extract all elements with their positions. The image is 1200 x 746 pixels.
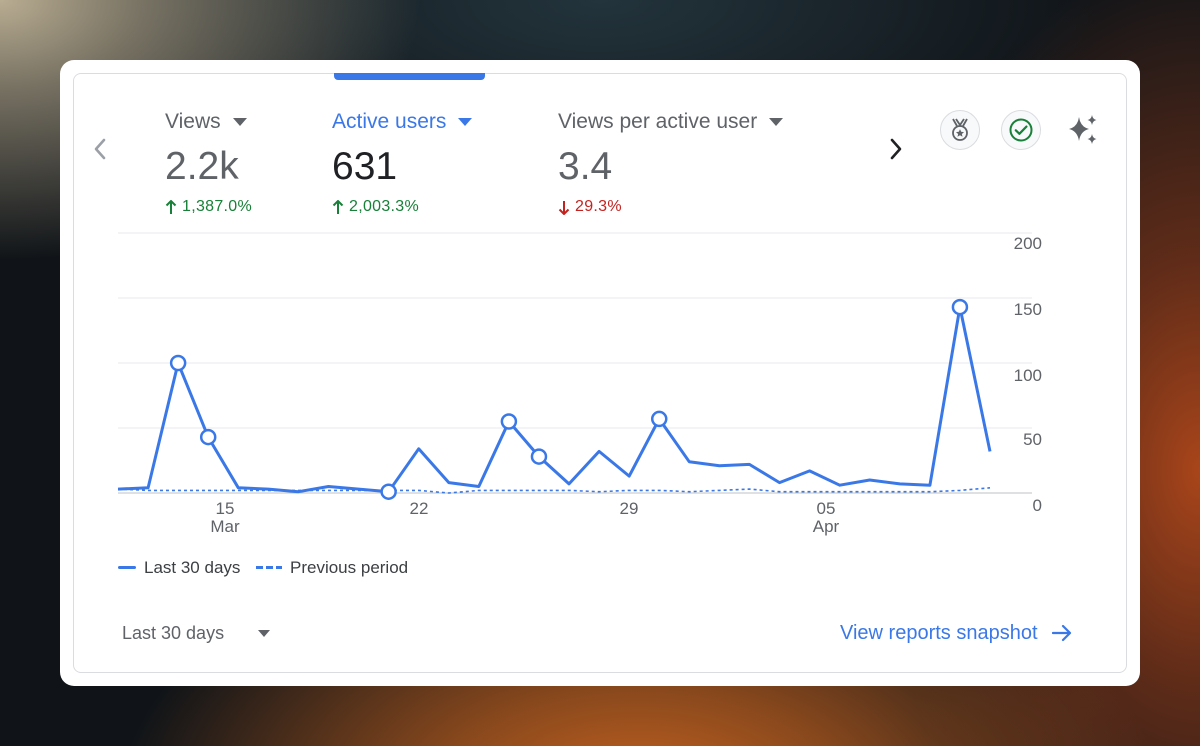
legend-label: Last 30 days — [144, 558, 241, 577]
metric-label: Active users — [332, 110, 447, 133]
legend-item-current: Last 30 days — [118, 558, 240, 578]
metric-value: 2.2k — [165, 145, 239, 188]
y-tick-label: 150 — [1013, 300, 1042, 319]
caret-down-icon — [258, 629, 271, 637]
y-tick-label: 200 — [1013, 234, 1042, 253]
metric-value: 3.4 — [558, 145, 613, 188]
metric-value: 631 — [332, 145, 398, 188]
arrow-right-icon — [1051, 624, 1071, 642]
date-range-label: Last 30 days — [122, 622, 225, 643]
metric-change: 2,003.3% — [349, 198, 420, 215]
selected-tab-indicator — [334, 73, 485, 80]
metric-change: 29.3% — [575, 198, 622, 215]
caret-down-icon — [232, 118, 247, 126]
legend-label: Previous period — [290, 558, 409, 577]
metric-label: Views — [165, 110, 221, 133]
metric-tab-active-users[interactable]: Active users 631 2,003.3% — [332, 108, 473, 218]
insights-medal-button[interactable] — [940, 110, 980, 150]
metric-label: Views per active user — [558, 110, 758, 133]
caret-down-icon — [769, 118, 784, 126]
x-tick-label: 15 Mar — [210, 499, 240, 536]
x-tick-label: 05 Apr — [812, 499, 840, 536]
data-quality-check-button[interactable] — [1001, 110, 1041, 150]
solid-line-swatch — [118, 566, 136, 569]
dashed-line-swatch — [256, 566, 282, 569]
link-label: View reports snapshot — [840, 621, 1038, 644]
arrow-down-icon — [558, 200, 570, 215]
arrow-up-icon — [332, 199, 344, 214]
y-tick-label: 100 — [1013, 366, 1042, 385]
check-circle-icon — [1009, 118, 1033, 142]
previous-metrics-button[interactable] — [88, 132, 112, 166]
caret-down-icon — [458, 118, 473, 126]
x-tick-label: 22 — [409, 499, 429, 518]
metric-tab-views-per-active-user[interactable]: Views per active user 3.4 29.3% — [558, 108, 784, 218]
chevron-right-icon — [890, 138, 902, 160]
date-range-dropdown[interactable]: Last 30 days — [122, 620, 271, 646]
legend-item-previous: Previous period — [256, 558, 408, 578]
view-reports-snapshot-link[interactable]: View reports snapshot — [840, 620, 1072, 646]
chevron-left-icon — [94, 138, 106, 160]
y-tick-label: 0 — [1032, 496, 1042, 515]
y-tick-label: 50 — [1023, 430, 1042, 449]
medal-icon — [952, 118, 968, 141]
x-tick-label: 29 — [619, 499, 639, 518]
arrow-up-icon — [165, 199, 177, 214]
ai-insights-button[interactable] — [1063, 110, 1103, 150]
next-metrics-button[interactable] — [882, 132, 910, 166]
metric-tab-views[interactable]: Views 2.2k 1,387.0% — [165, 108, 252, 218]
metric-change: 1,387.0% — [182, 198, 253, 215]
sparkle-icon — [1069, 115, 1097, 144]
